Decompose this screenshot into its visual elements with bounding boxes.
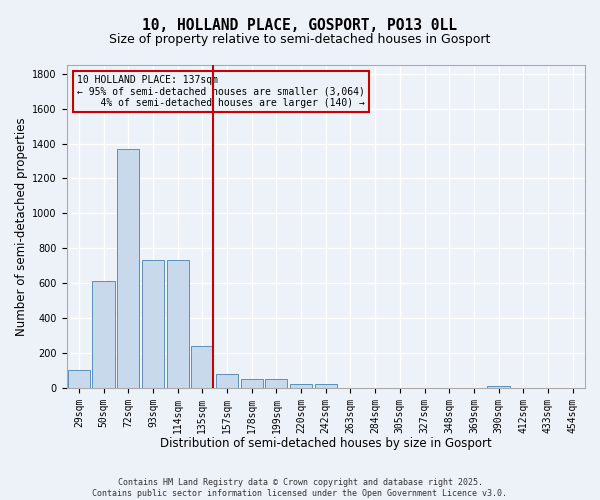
Bar [167,260,189,388]
Text: Contains HM Land Registry data © Crown copyright and database right 2025.
Contai: Contains HM Land Registry data © Crown c… [92,478,508,498]
X-axis label: Distribution of semi-detached houses by size in Gosport: Distribution of semi-detached houses by … [160,437,491,450]
Text: Size of property relative to semi-detached houses in Gosport: Size of property relative to semi-detach… [109,32,491,46]
Bar [142,260,164,388]
Bar [216,374,238,388]
Bar [68,370,90,388]
Bar [290,384,312,388]
Bar [191,346,214,388]
Text: 10, HOLLAND PLACE, GOSPORT, PO13 0LL: 10, HOLLAND PLACE, GOSPORT, PO13 0LL [143,18,458,32]
Bar [117,149,139,388]
Bar [314,384,337,388]
Text: 10 HOLLAND PLACE: 137sqm
← 95% of semi-detached houses are smaller (3,064)
    4: 10 HOLLAND PLACE: 137sqm ← 95% of semi-d… [77,74,365,108]
Bar [265,379,287,388]
Bar [241,379,263,388]
Y-axis label: Number of semi-detached properties: Number of semi-detached properties [15,117,28,336]
Bar [487,386,509,388]
Bar [92,282,115,388]
